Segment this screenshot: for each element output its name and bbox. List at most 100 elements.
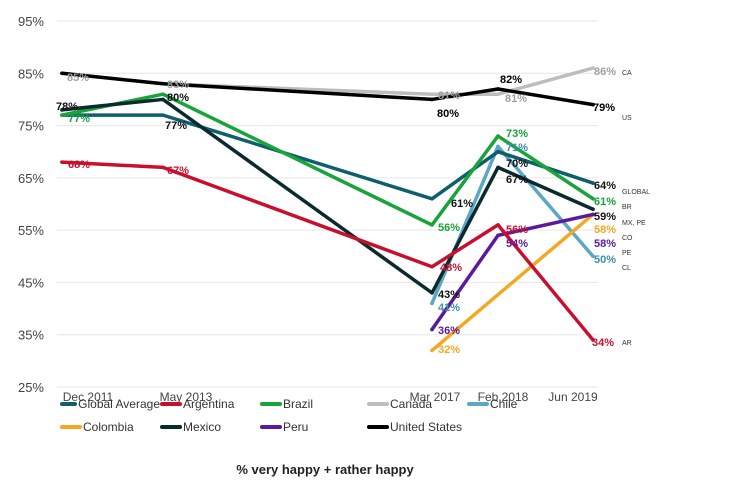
data-point — [496, 223, 500, 227]
data-label: 43% — [438, 289, 460, 301]
legend-label: Chile — [490, 397, 518, 411]
data-label: 56% — [438, 222, 460, 234]
data-label: 83% — [167, 79, 189, 91]
data-point — [496, 87, 500, 91]
data-point — [591, 254, 595, 259]
data-label: 80% — [167, 92, 189, 104]
data-label: 81% — [505, 93, 527, 105]
legend-label: Mexico — [183, 420, 222, 434]
series-code-label: GLOBAL — [622, 189, 650, 196]
data-label: 64% — [594, 180, 616, 192]
y-tick-label: 95% — [18, 14, 44, 29]
data-label: 77% — [165, 120, 187, 132]
data-label: 78% — [56, 101, 78, 113]
legend-swatch — [467, 402, 489, 406]
legend-swatch — [160, 402, 182, 406]
y-tick-label: 45% — [18, 275, 44, 290]
data-point — [161, 97, 165, 102]
data-point — [60, 113, 64, 117]
data-point — [161, 165, 165, 170]
series-code-label: CA — [622, 70, 632, 77]
data-label: 77% — [68, 113, 90, 125]
x-tick-label: Mar 2017 — [410, 390, 461, 404]
data-label: 86% — [594, 66, 616, 78]
y-tick-label: 75% — [18, 119, 44, 134]
data-point — [60, 160, 64, 164]
data-label: 58% — [594, 238, 616, 250]
series-code-label: AR — [622, 340, 632, 347]
series-line-argentina — [60, 160, 595, 342]
data-point — [591, 338, 595, 342]
data-label: 61% — [594, 196, 616, 208]
y-tick-label: 55% — [18, 223, 44, 238]
data-label: 58% — [594, 224, 616, 236]
legend-swatch — [367, 425, 389, 429]
data-point — [591, 66, 595, 70]
legend-label: Global Average — [78, 397, 160, 411]
series-code-label: MX, PE — [622, 220, 646, 227]
data-point — [430, 348, 434, 353]
data-point — [60, 71, 64, 76]
x-tick-label: Jun 2019 — [548, 390, 598, 404]
chart-title: % very happy + rather happy — [236, 462, 414, 477]
data-point — [496, 144, 500, 149]
data-point — [496, 92, 500, 96]
legend-label: Peru — [283, 420, 309, 434]
data-label: 80% — [437, 108, 459, 120]
legend-item: Brazil — [260, 397, 367, 411]
data-label: 67% — [506, 174, 528, 186]
data-point — [591, 196, 595, 201]
data-point — [430, 264, 434, 269]
data-point — [161, 113, 165, 117]
data-label: 67% — [167, 165, 189, 177]
data-point — [591, 212, 595, 217]
legend-label: Brazil — [283, 397, 314, 411]
legend-label: Argentina — [183, 397, 235, 411]
legend-item: United States — [367, 420, 467, 434]
series-code-label: BR — [622, 204, 632, 211]
data-label: 32% — [438, 344, 460, 356]
data-point — [591, 181, 595, 185]
legend-item: Peru — [260, 420, 367, 434]
data-point — [161, 92, 165, 96]
data-point — [161, 81, 165, 86]
y-tick-label: 25% — [18, 380, 44, 395]
legend-item: Colombia — [60, 420, 160, 434]
data-point — [496, 233, 500, 238]
series-line-colombia — [430, 212, 595, 353]
data-label: 48% — [440, 262, 462, 274]
legend-item: Argentina — [160, 397, 260, 411]
legend-swatch — [160, 425, 182, 429]
data-point — [60, 108, 64, 112]
series-code-label: US — [622, 115, 632, 122]
legend-item: Chile — [467, 397, 567, 411]
data-point — [430, 196, 434, 201]
data-label: 70% — [506, 158, 528, 170]
data-point — [430, 97, 434, 102]
legend-label: Colombia — [83, 420, 134, 434]
legend-label: Canada — [390, 397, 433, 411]
data-point — [430, 327, 434, 332]
data-point — [430, 301, 434, 306]
legend: Global Average Argentina Brazil Canada Chile… — [60, 397, 620, 434]
legend-swatch — [367, 402, 389, 406]
data-label: 79% — [593, 102, 615, 114]
y-tick-label: 85% — [18, 66, 44, 81]
data-point — [430, 291, 434, 295]
legend-swatch — [260, 402, 282, 406]
data-label: 50% — [594, 254, 616, 266]
data-label: 81% — [438, 90, 460, 102]
legend-swatch — [60, 402, 78, 406]
data-label: 59% — [594, 211, 616, 223]
data-label: 61% — [451, 198, 473, 210]
series-code-label: PE — [622, 250, 632, 257]
data-point — [496, 149, 500, 154]
data-label: 73% — [506, 128, 528, 140]
x-tick-label: Dec 2011 — [63, 390, 114, 404]
data-label: 41% — [438, 302, 460, 314]
x-tick-label: Feb 2018 — [478, 390, 529, 404]
data-point — [591, 207, 595, 212]
data-label: 34% — [592, 337, 614, 349]
data-label: 56% — [506, 224, 528, 236]
